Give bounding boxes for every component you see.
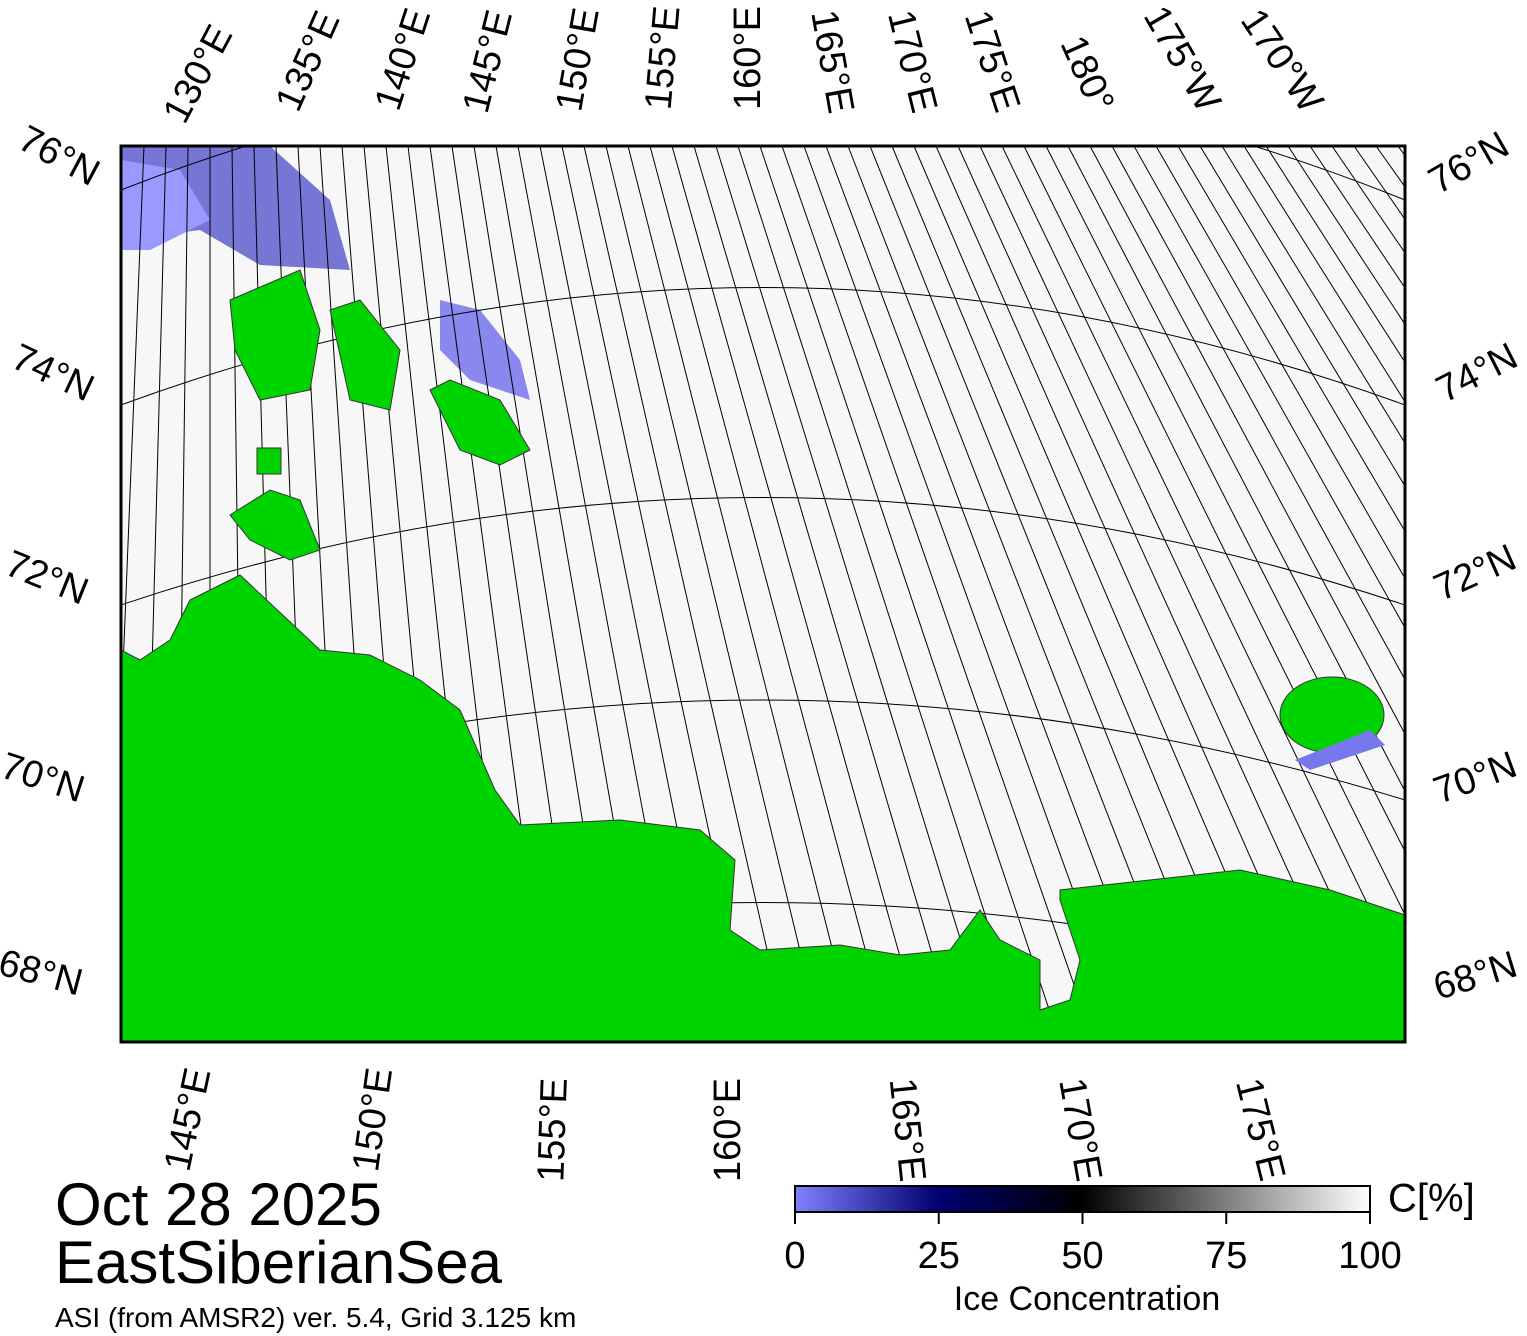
right-label: 68°N xyxy=(1429,944,1522,1009)
low-ice xyxy=(1295,730,1385,770)
top-label: 145°E xyxy=(455,6,521,117)
top-label: 175°E xyxy=(956,5,1028,117)
meridian xyxy=(1045,146,1405,853)
meridian xyxy=(1067,146,1405,793)
colorbar-tick-label: 100 xyxy=(1338,1235,1401,1277)
top-label: 130°E xyxy=(155,18,241,130)
map-frame xyxy=(119,144,1407,1044)
top-label: 150°E xyxy=(548,5,607,115)
left-label: 74°N xyxy=(5,336,100,410)
meridian xyxy=(1089,146,1405,736)
bottom-label: 175°E xyxy=(1227,1074,1293,1185)
meridian xyxy=(715,146,993,1042)
map xyxy=(121,146,1405,1042)
bottom-label: 170°E xyxy=(1050,1075,1109,1185)
date: Oct 28 2025 xyxy=(55,1171,382,1238)
low-ice xyxy=(440,300,530,400)
meridian xyxy=(781,146,1095,1042)
right-label: 76°N xyxy=(1422,124,1517,203)
right-label: 72°N xyxy=(1428,537,1523,610)
meridian xyxy=(1133,146,1405,629)
meridian xyxy=(759,146,1061,1042)
meridian xyxy=(605,146,823,1042)
island xyxy=(329,299,401,411)
top-label: 170°E xyxy=(879,6,945,117)
meridian xyxy=(1265,146,1405,364)
island xyxy=(229,489,321,561)
top-label: 170°W xyxy=(1232,2,1331,120)
colorbar-unit: C[%] xyxy=(1388,1177,1475,1221)
colorbar xyxy=(794,1185,1371,1213)
colorbar-tick-label: 25 xyxy=(918,1235,960,1277)
bottom-label: 160°E xyxy=(707,1078,749,1182)
meridian xyxy=(1001,146,1405,984)
island xyxy=(229,269,321,401)
meridian xyxy=(1221,146,1405,444)
island xyxy=(429,379,531,466)
bottom-label: 145°E xyxy=(157,1064,220,1174)
meridian xyxy=(627,146,857,1042)
meridian xyxy=(649,146,891,1042)
meridian xyxy=(693,146,959,1042)
top-label: 160°E xyxy=(727,6,769,110)
meridian xyxy=(737,146,1027,1042)
colorbar-tick-label: 50 xyxy=(1061,1235,1103,1277)
left-label: 70°N xyxy=(0,745,89,811)
top-label: 180° xyxy=(1052,30,1122,119)
top-label: 140°E xyxy=(367,3,439,115)
bottom-label: 150°E xyxy=(345,1065,401,1174)
low-ice xyxy=(121,160,210,250)
colorbar-label: Ice Concentration xyxy=(954,1280,1221,1318)
top-label: 165°E xyxy=(802,7,861,117)
colorbar-tick-label: 75 xyxy=(1205,1235,1247,1277)
top-label: 135°E xyxy=(268,5,349,117)
meridian xyxy=(1287,146,1405,326)
right-label: 70°N xyxy=(1428,744,1522,813)
meridian xyxy=(1111,146,1405,681)
island xyxy=(256,447,282,475)
meridian xyxy=(1243,146,1405,403)
left-label: 68°N xyxy=(0,942,87,1005)
bottom-label: 155°E xyxy=(530,1077,576,1182)
meridian xyxy=(671,146,925,1042)
left-label: 76°N xyxy=(12,118,107,195)
meridian xyxy=(1199,146,1405,488)
meridian xyxy=(1155,146,1405,580)
land xyxy=(121,574,1405,1042)
top-label: 175°W xyxy=(1135,0,1229,119)
top-label: 155°E xyxy=(638,4,689,111)
left-label: 72°N xyxy=(0,543,94,614)
source: ASI (from AMSR2) ver. 5.4, Grid 3.125 km xyxy=(55,1302,576,1333)
bottom-label: 165°E xyxy=(881,1076,934,1184)
meridian xyxy=(1023,146,1405,916)
meridian xyxy=(121,146,145,731)
meridian xyxy=(1177,146,1405,533)
region: EastSiberianSea xyxy=(55,1229,503,1296)
colorbar-tick-label: 0 xyxy=(784,1235,805,1277)
meridian xyxy=(583,146,789,1042)
right-label: 74°N xyxy=(1430,335,1525,411)
